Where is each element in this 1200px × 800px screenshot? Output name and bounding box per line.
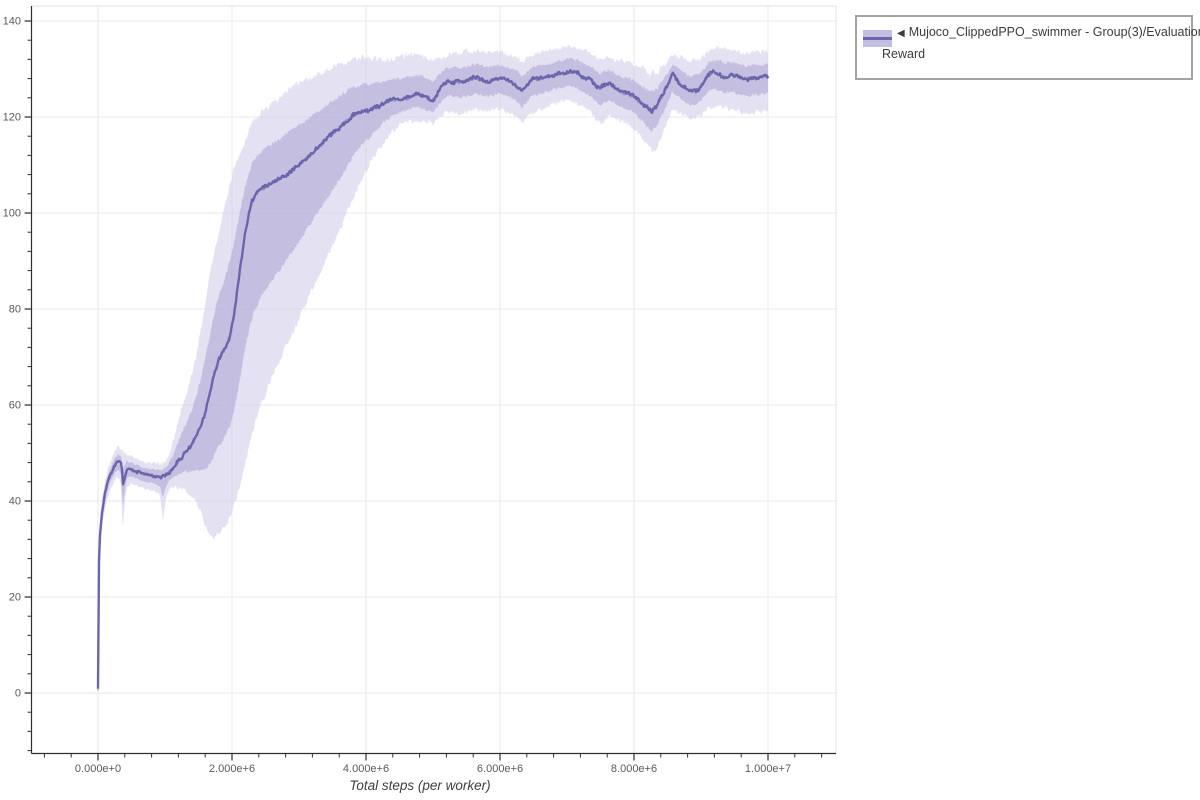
y-tick-label: 140 bbox=[3, 16, 21, 28]
legend-box: ◀ Mujoco_ClippedPPO_swimmer - Group(3)/Ev… bbox=[855, 15, 1200, 80]
x-tick-label: 1.000e+7 bbox=[745, 763, 791, 775]
series-layer bbox=[96, 44, 770, 695]
y-tick-label: 100 bbox=[3, 208, 21, 220]
axis-layer: 0 20 40 60 80 100 120 140 0.000e+0 2.000e+6 4.000e… bbox=[3, 6, 836, 775]
x-tick-label: 0.000e+0 bbox=[75, 763, 121, 775]
y-tick-label: 40 bbox=[9, 496, 21, 508]
legend-label-line1: Mujoco_ClippedPPO_swimmer - Group(3)/Eva… bbox=[908, 25, 1200, 39]
y-tick-label: 60 bbox=[9, 400, 21, 412]
y-tick-label: 80 bbox=[9, 304, 21, 316]
legend-label: ◀ Mujoco_ClippedPPO_swimmer - Group(3)/Ev… bbox=[857, 22, 1200, 65]
legend-entry[interactable]: ◀ Mujoco_ClippedPPO_swimmer - Group(3)/Ev… bbox=[857, 17, 1200, 78]
series-band-inner bbox=[98, 57, 768, 693]
x-axis-title: Total steps (per worker) bbox=[349, 778, 490, 793]
x-tick-label: 4.000e+6 bbox=[343, 763, 389, 775]
y-tick-label: 20 bbox=[9, 592, 21, 604]
y-tick-label: 0 bbox=[15, 688, 21, 700]
x-tick-label: 2.000e+6 bbox=[209, 763, 255, 775]
legend-swatch-band bbox=[863, 30, 892, 47]
y-tick-label: 120 bbox=[3, 112, 21, 124]
legend-marker-icon: ◀ bbox=[897, 28, 905, 39]
x-tick-label: 6.000e+6 bbox=[477, 763, 523, 775]
series-line bbox=[96, 69, 770, 689]
legend-swatch-line bbox=[863, 37, 892, 40]
legend-label-line2: Reward bbox=[882, 47, 926, 61]
x-tick-label: 8.000e+6 bbox=[611, 763, 657, 775]
